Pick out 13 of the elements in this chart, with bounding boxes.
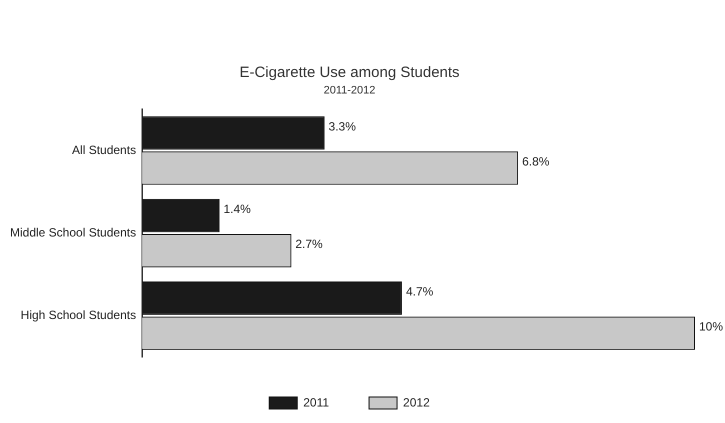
legend-label: 2011: [303, 395, 330, 410]
legend-label: 2012: [403, 395, 430, 410]
data-label: 10%: [699, 320, 724, 334]
chart-title: E-Cigarette Use among Students: [239, 64, 460, 82]
data-label: 1.4%: [223, 202, 252, 216]
y-tick-label: High School Students: [20, 308, 136, 322]
data-label: 3.3%: [328, 119, 356, 134]
y-tick-label: Middle School Students: [10, 225, 136, 240]
data-label: 6.8%: [522, 154, 550, 168]
data-label: 4.7%: [406, 284, 434, 298]
chart-subtitle: 2011-2012: [324, 84, 376, 97]
y-tick-label: All Students: [72, 142, 136, 157]
data-label: 2.7%: [295, 236, 324, 251]
